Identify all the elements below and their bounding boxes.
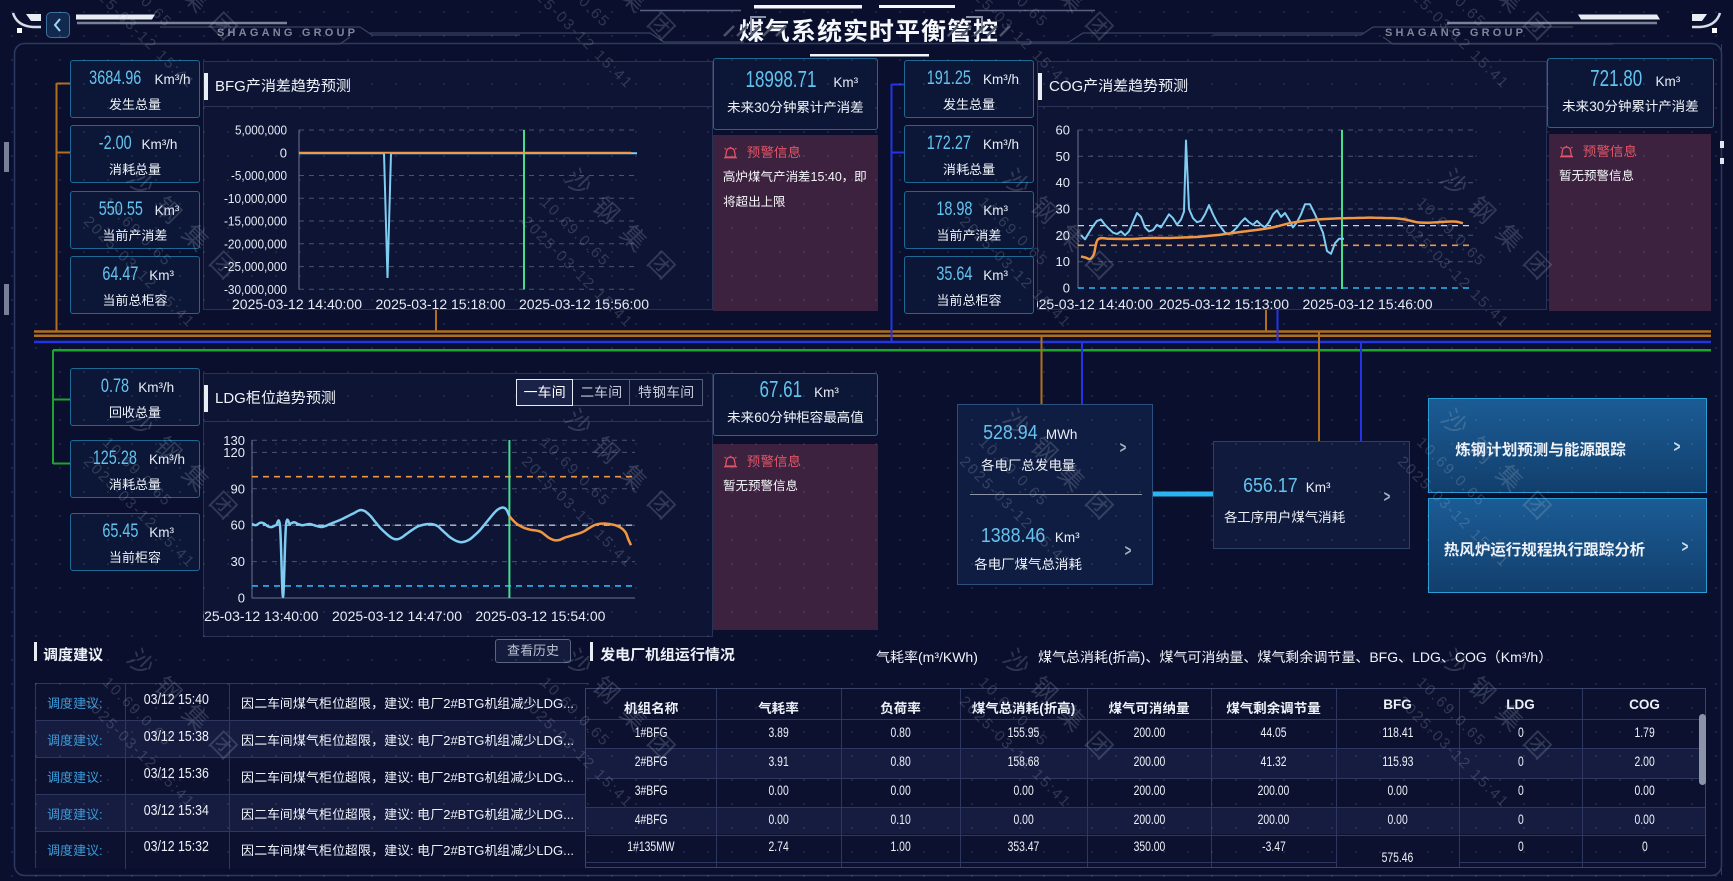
svg-text:50: 50 [1056, 149, 1070, 164]
svg-text:2025-03-12 15:18:00: 2025-03-12 15:18:00 [376, 297, 506, 310]
svg-text:90: 90 [231, 481, 245, 496]
svg-text:-20,000,000: -20,000,000 [224, 236, 287, 251]
svg-text:0: 0 [238, 591, 245, 606]
svg-text:40: 40 [1056, 175, 1070, 190]
svg-text:2025-03-12 15:56:00: 2025-03-12 15:56:00 [519, 297, 649, 310]
svg-text:-10,000,000: -10,000,000 [224, 191, 287, 206]
svg-text:2025-03-12 14:40:00: 2025-03-12 14:40:00 [232, 297, 362, 310]
svg-text:0: 0 [280, 145, 287, 160]
svg-text:130: 130 [223, 433, 245, 448]
svg-text:30: 30 [231, 554, 245, 569]
svg-text:2025-03-12 13:40:00: 2025-03-12 13:40:00 [203, 609, 319, 624]
svg-text:-15,000,000: -15,000,000 [224, 214, 287, 229]
svg-text:20: 20 [1056, 228, 1070, 243]
svg-text:120: 120 [223, 445, 245, 460]
svg-text:2025-03-12 14:40:00: 2025-03-12 14:40:00 [1037, 297, 1153, 310]
svg-text:2025-03-12 15:54:00: 2025-03-12 15:54:00 [475, 609, 605, 624]
svg-text:-30,000,000: -30,000,000 [224, 282, 287, 297]
svg-text:30: 30 [1056, 202, 1070, 217]
svg-text:2025-03-12 15:46:00: 2025-03-12 15:46:00 [1303, 297, 1433, 310]
svg-text:2025-03-12 14:47:00: 2025-03-12 14:47:00 [332, 609, 462, 624]
svg-text:60: 60 [1056, 123, 1070, 138]
svg-text:-5,000,000: -5,000,000 [231, 168, 287, 183]
svg-text:5,000,000: 5,000,000 [235, 123, 287, 138]
svg-text:60: 60 [231, 518, 245, 533]
svg-text:-25,000,000: -25,000,000 [224, 259, 287, 274]
svg-text:0: 0 [1063, 281, 1070, 296]
svg-text:2025-03-12 15:13:00: 2025-03-12 15:13:00 [1159, 297, 1289, 310]
svg-text:10: 10 [1056, 254, 1070, 269]
